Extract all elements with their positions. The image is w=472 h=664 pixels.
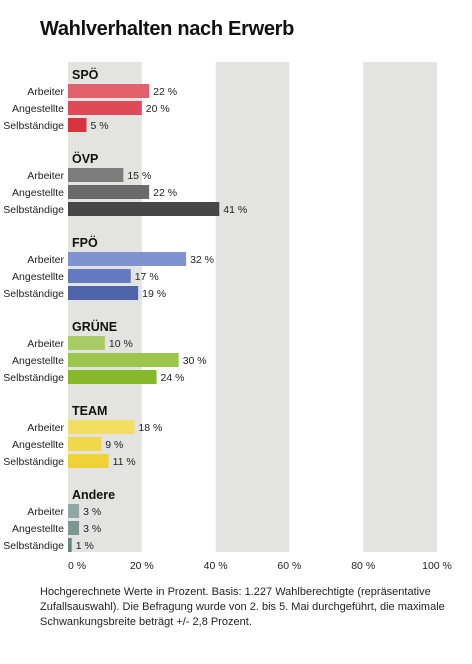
data-label: 3 % <box>83 523 101 535</box>
chart-title: Wahlverhalten nach Erwerb <box>40 18 295 40</box>
category-label: Arbeiter <box>27 254 64 266</box>
data-label: 3 % <box>83 506 101 518</box>
category-label: Arbeiter <box>27 422 64 434</box>
data-label: 18 % <box>138 422 162 434</box>
footnote: Hochgerechnete Werte in Prozent. Basis: … <box>40 586 445 628</box>
x-tick-label: 20 % <box>130 560 154 572</box>
bar <box>68 168 124 182</box>
bar <box>68 504 80 518</box>
x-tick-label: 0 % <box>68 560 86 572</box>
category-label: Angestellte <box>12 439 64 451</box>
bar <box>68 101 142 115</box>
data-label: 15 % <box>127 170 151 182</box>
group-label: ÖVP <box>72 151 98 166</box>
bar <box>68 185 150 199</box>
bar <box>68 252 187 266</box>
data-label: 30 % <box>183 355 207 367</box>
bar <box>68 521 80 535</box>
bar <box>68 437 102 451</box>
data-label: 17 % <box>135 271 159 283</box>
category-label: Angestellte <box>12 355 64 367</box>
data-label: 22 % <box>153 86 177 98</box>
data-label: 10 % <box>109 338 133 350</box>
category-label: Selbständige <box>3 288 64 300</box>
bar <box>68 538 72 552</box>
category-label: Selbständige <box>3 372 64 384</box>
category-label: Selbständige <box>3 204 64 216</box>
data-label: 19 % <box>142 288 166 300</box>
bar <box>68 84 150 98</box>
x-tick-label: 60 % <box>277 560 301 572</box>
category-label: Angestellte <box>12 187 64 199</box>
group-label: GRÜNE <box>72 319 117 334</box>
bar <box>68 336 105 350</box>
data-label: 11 % <box>113 456 136 468</box>
category-label: Angestellte <box>12 523 64 535</box>
grid-band <box>68 62 142 552</box>
group-label: FPÖ <box>72 235 98 250</box>
category-label: Selbständige <box>3 540 64 552</box>
x-tick-label: 80 % <box>351 560 375 572</box>
data-label: 5 % <box>90 120 108 132</box>
data-label: 41 % <box>223 204 247 216</box>
group-label: SPÖ <box>72 67 99 82</box>
category-label: Selbständige <box>3 120 64 132</box>
group-label: TEAM <box>72 404 107 418</box>
bar <box>68 420 135 434</box>
x-tick-label: 100 % <box>422 560 452 572</box>
bar <box>68 202 220 216</box>
bar <box>68 118 87 132</box>
category-label: Selbständige <box>3 456 64 468</box>
bar-chart: 0 % 20 % 40 % 60 % 80 % 100 % SPÖ Arbeiter 22 % A… <box>3 62 452 572</box>
bar <box>68 269 131 283</box>
category-label: Angestellte <box>12 271 64 283</box>
data-label: 20 % <box>146 103 170 115</box>
data-label: 9 % <box>105 439 123 451</box>
data-label: 1 % <box>76 540 94 552</box>
bar <box>68 353 179 367</box>
category-label: Arbeiter <box>27 506 64 518</box>
category-label: Arbeiter <box>27 170 64 182</box>
category-label: Arbeiter <box>27 86 64 98</box>
bar <box>68 454 109 468</box>
category-label: Arbeiter <box>27 338 64 350</box>
grid-band <box>363 62 437 552</box>
group-label: Andere <box>72 488 115 502</box>
bar <box>68 286 139 300</box>
data-label: 24 % <box>161 372 185 384</box>
grid-band <box>215 62 290 552</box>
bar <box>68 370 157 384</box>
data-label: 22 % <box>153 187 177 199</box>
data-label: 32 % <box>190 254 214 266</box>
category-label: Angestellte <box>12 103 64 115</box>
x-tick-label: 40 % <box>204 560 228 572</box>
